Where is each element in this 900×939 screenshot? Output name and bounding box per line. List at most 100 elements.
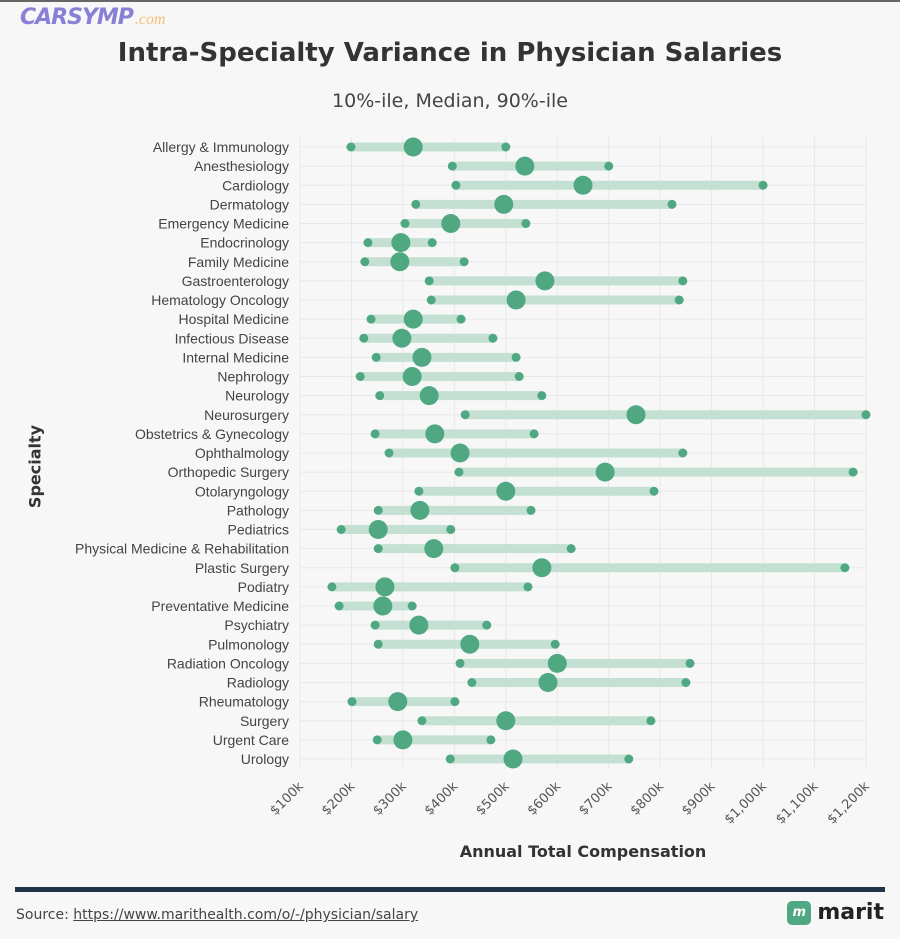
p10-point	[334, 601, 344, 611]
median-point	[496, 481, 516, 501]
p90-point	[521, 219, 531, 228]
p90-point	[681, 678, 691, 687]
x-axis-label: Annual Total Compensation	[459, 842, 707, 861]
p90-point	[685, 658, 695, 668]
median-point	[535, 271, 555, 291]
y-tick-label: Podiatry	[238, 579, 289, 595]
p10-point	[460, 410, 470, 420]
median-point	[424, 539, 444, 559]
p10-point	[336, 525, 346, 534]
p90-point	[624, 754, 634, 764]
x-tick-label: $1,100k	[773, 779, 821, 827]
carsymp-watermark-logo: CARSYMP .com	[20, 5, 166, 30]
median-point	[388, 692, 408, 712]
p90-point	[566, 544, 576, 554]
median-point	[496, 711, 516, 731]
y-tick-label: Obstetrics & Gynecology	[135, 426, 289, 442]
p10-point	[375, 391, 385, 401]
p10-point	[455, 658, 465, 668]
marit-logo: m marit	[787, 900, 884, 925]
y-tick-label: Hematology Oncology	[151, 292, 289, 308]
p90-point	[678, 276, 688, 286]
p10-point	[454, 467, 464, 477]
median-point	[375, 577, 395, 597]
p90-point	[446, 525, 456, 534]
x-tick-label: $200k	[319, 779, 359, 819]
y-tick-label: Anesthesiology	[194, 158, 289, 174]
marit-brand-text: marit	[817, 900, 884, 925]
median-point	[373, 596, 393, 616]
y-tick-label: Emergency Medicine	[158, 216, 289, 232]
p10-point	[417, 716, 427, 726]
median-point	[390, 252, 410, 272]
p90-point	[501, 142, 511, 152]
y-tick-label: Pediatrics	[228, 522, 289, 538]
x-tick-label: $300k	[370, 779, 410, 819]
median-point	[402, 367, 422, 386]
p90-point	[758, 180, 768, 190]
p90-point	[427, 238, 437, 248]
y-tick-label: Endocrinology	[200, 235, 289, 251]
p10-point	[366, 314, 376, 324]
p90-point	[537, 391, 547, 401]
y-tick-label: Psychiatry	[224, 617, 289, 633]
source-link[interactable]: https://www.marithealth.com/o/-/physicia…	[73, 907, 419, 923]
y-tick-label: Hospital Medicine	[179, 311, 290, 327]
y-tick-label: Otolaryngology	[195, 483, 289, 499]
median-point	[515, 156, 535, 176]
y-tick-label: Cardiology	[222, 177, 289, 193]
p90-point	[488, 333, 498, 343]
median-point	[595, 462, 615, 482]
x-tick-label: $600k	[525, 779, 565, 819]
p10-point	[411, 199, 421, 209]
y-tick-label: Radiation Oncology	[167, 655, 289, 671]
x-tick-label: $100k	[267, 779, 307, 819]
p90-point	[407, 601, 417, 611]
p10-point	[445, 754, 455, 764]
p10-point	[373, 639, 383, 649]
p90-point	[526, 505, 536, 515]
median-point	[419, 386, 439, 406]
median-point	[410, 500, 430, 520]
y-tick-label: Ophthalmology	[195, 445, 289, 461]
p90-point	[523, 582, 533, 592]
median-point	[409, 615, 429, 635]
y-tick-label: Surgery	[240, 713, 289, 729]
x-tick-label: $1,000k	[722, 779, 770, 827]
median-point	[450, 443, 470, 463]
p10-point	[355, 372, 365, 381]
y-tick-label: Dermatology	[210, 196, 289, 212]
p90-point	[840, 563, 850, 573]
median-point	[626, 405, 646, 425]
p10-point	[414, 486, 424, 496]
p10-point	[373, 544, 383, 554]
p10-point	[467, 678, 477, 687]
x-tick-label: $900k	[679, 779, 719, 819]
median-point	[392, 328, 412, 348]
y-tick-label: Radiology	[227, 675, 289, 691]
y-tick-label: Pathology	[227, 502, 289, 518]
p10-point	[373, 505, 383, 515]
p10-point	[384, 448, 394, 458]
source-note: Source: https://www.marithealth.com/o/-/…	[16, 907, 418, 923]
y-tick-label: Internal Medicine	[182, 349, 289, 365]
median-point	[532, 558, 552, 578]
p90-point	[514, 372, 524, 381]
p10-point	[370, 620, 380, 630]
median-point	[368, 520, 388, 539]
p90-point	[649, 486, 659, 496]
source-label: Source:	[16, 907, 74, 923]
x-tick-label: $1,200k	[825, 779, 873, 827]
chart-subtitle: 10%-ile, Median, 90%-ile	[332, 90, 568, 112]
y-tick-label: Infectious Disease	[175, 330, 290, 346]
p90-point	[511, 352, 521, 362]
median-point	[393, 730, 413, 750]
y-tick-label: Pulmonology	[208, 636, 289, 652]
p10-point	[426, 295, 436, 305]
median-point	[506, 290, 526, 310]
median-point	[573, 175, 593, 195]
y-tick-label: Nephrology	[217, 369, 289, 385]
p90-point	[459, 257, 469, 267]
marit-logo-icon: m	[787, 900, 812, 925]
